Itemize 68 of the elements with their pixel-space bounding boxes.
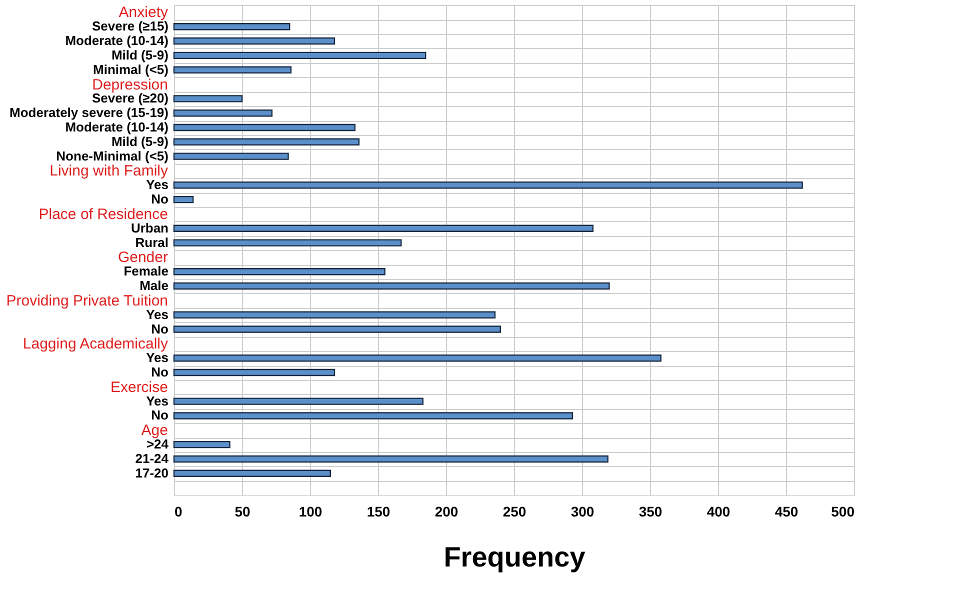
bar [173,412,574,420]
bar [173,37,336,45]
bar [173,268,386,276]
text: Gender [118,249,168,266]
bar [173,23,290,30]
x-axis-title: Frequency [444,542,586,572]
x-tick-label: 200 [434,504,458,520]
y-tick-label: No [151,364,169,380]
x-tick-label: 100 [298,504,322,520]
y-tick-label: No [151,321,169,336]
y-tick-label: 21-24 [135,450,170,466]
bar [173,66,292,74]
x-tick-label: 500 [831,504,855,520]
y-tick-label: Severe (≥20) [92,90,168,106]
bar [173,398,424,405]
bar [173,124,356,132]
bar [173,138,360,146]
y-tick-label: Urban [130,220,169,236]
y-tick-label: Rural [135,234,168,250]
bar [173,95,243,102]
y-tick-label: Moderate (10-14) [65,33,168,48]
bar [173,239,402,246]
y-tick-label: None-Minimal (<5) [56,148,168,164]
bar [173,354,662,362]
text: Depression [92,76,168,94]
y-tick-label: Yes [146,350,168,366]
bar [173,368,336,376]
x-tick-label: 50 [234,504,250,520]
bar [173,182,803,189]
bar [173,224,594,232]
x-tick-label: 150 [366,504,390,520]
bar [173,109,273,117]
text: Lagging Academically [22,336,168,353]
y-tick-label: Male [140,278,168,294]
bar [173,440,230,448]
text: Age [141,422,168,440]
bar [173,470,331,477]
y-tick-label: Female [124,264,168,279]
x-tick-label: 0 [174,504,182,520]
y-tick-label: No [151,408,169,423]
x-tick-label: 300 [570,504,594,520]
y-tick-label: Yes [146,177,168,192]
bar [173,282,610,290]
bar [173,326,501,333]
x-tick-label: 450 [774,504,798,520]
text: Exercise [110,378,168,396]
y-tick-label: Mild (5-9) [111,47,168,62]
text: Anxiety [118,4,168,22]
bar [173,311,496,318]
bar [173,196,194,204]
x-tick-label: 250 [502,504,526,520]
y-tick-label: No [151,192,169,207]
y-tick-label: Moderate (10-14) [65,120,168,134]
bar [173,52,426,60]
y-tick-label: Yes [146,393,168,408]
y-tick-label: Severe (≥15) [92,18,168,34]
y-tick-label: Moderately severe (15-19) [10,105,168,120]
y-tick-label: 17-20 [135,465,168,480]
text: Place of Residence [38,206,168,223]
y-tick-label: Mild (5-9) [111,134,168,149]
x-tick-label: 350 [638,504,662,520]
text: Providing Private Tuition [6,292,168,310]
y-tick-label: Minimal (<5) [93,62,168,77]
y-tick-label: Yes [146,306,168,322]
x-tick-label: 400 [706,504,730,520]
bar [173,152,289,160]
text: Living with Family [50,162,168,180]
bar [173,455,608,463]
